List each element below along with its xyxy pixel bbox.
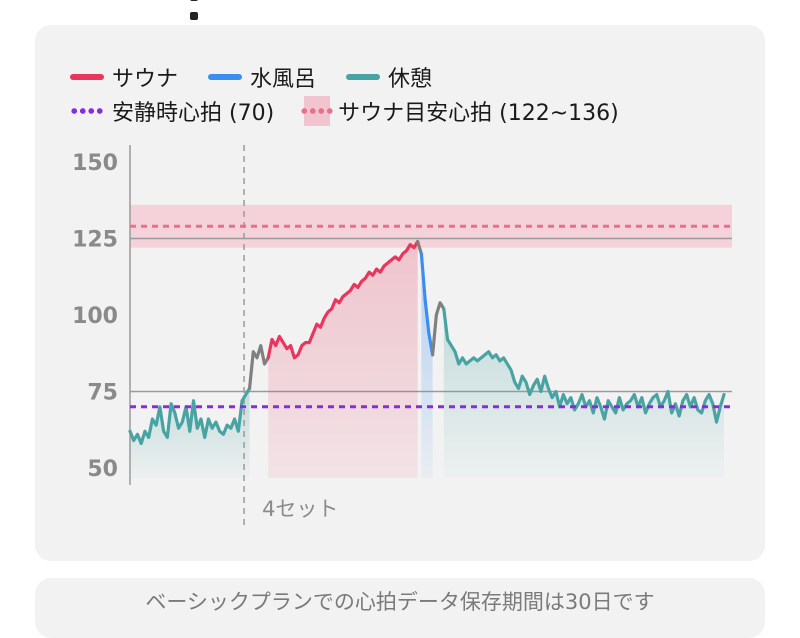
- legend-label-sauna-target: サウナ目安心拍 (122~136): [338, 101, 619, 126]
- legend-label-cold-bath: 水風呂: [250, 67, 317, 92]
- series-area-4: [421, 253, 433, 478]
- heart-rate-chart: 150 125 100 75 50 4セット: [72, 145, 732, 528]
- series-line-6: [442, 307, 726, 424]
- legend-item-cold-bath: 水風呂: [208, 61, 316, 93]
- y-tick-label-50: 50: [87, 457, 118, 482]
- y-tick-label-75: 75: [87, 381, 118, 406]
- chart-legend: サウナ 水風呂 休憩 安静時心拍 (70) サウナ目安心拍 (122~136): [70, 60, 750, 128]
- y-tick-label-125: 125: [72, 228, 118, 253]
- series-line-4: [419, 252, 435, 357]
- legend-item-sauna-target: サウナ目安心拍 (122~136): [300, 95, 619, 127]
- legend-item-resting-hr: 安静時心拍 (70): [70, 95, 274, 127]
- legend-swatch-sauna: [70, 74, 104, 80]
- series-line-1: [247, 344, 270, 391]
- cropped-header-fragment: [190, 0, 280, 20]
- legend-label-sauna: サウナ: [112, 67, 179, 92]
- data-retention-text: ベーシックプランでの心拍データ保存期間は30日です: [145, 590, 655, 614]
- legend-label-rest: 休憩: [388, 67, 433, 92]
- series-line-0: [128, 386, 252, 446]
- legend-item-sauna: サウナ: [70, 61, 178, 93]
- legend-item-rest: 休憩: [346, 61, 432, 93]
- y-tick-label-150: 150: [72, 151, 118, 176]
- series-line-5: [431, 301, 446, 357]
- set-marker-label: 4セット: [262, 497, 338, 521]
- legend-swatch-rest: [346, 74, 381, 80]
- legend-swatch-cold-bath: [208, 74, 243, 80]
- legend-swatch-sauna-target: [300, 96, 335, 126]
- series-area-2: [268, 241, 418, 478]
- series-line-2: [266, 239, 420, 360]
- series-line-3: [416, 239, 423, 256]
- legend-swatch-resting-hr: [70, 108, 104, 114]
- series-area-6: [443, 308, 724, 478]
- data-retention-notice: ベーシックプランでの心拍データ保存期間は30日です: [35, 578, 765, 638]
- y-tick-label-100: 100: [72, 304, 118, 329]
- legend-label-resting-hr: 安静時心拍 (70): [112, 101, 275, 126]
